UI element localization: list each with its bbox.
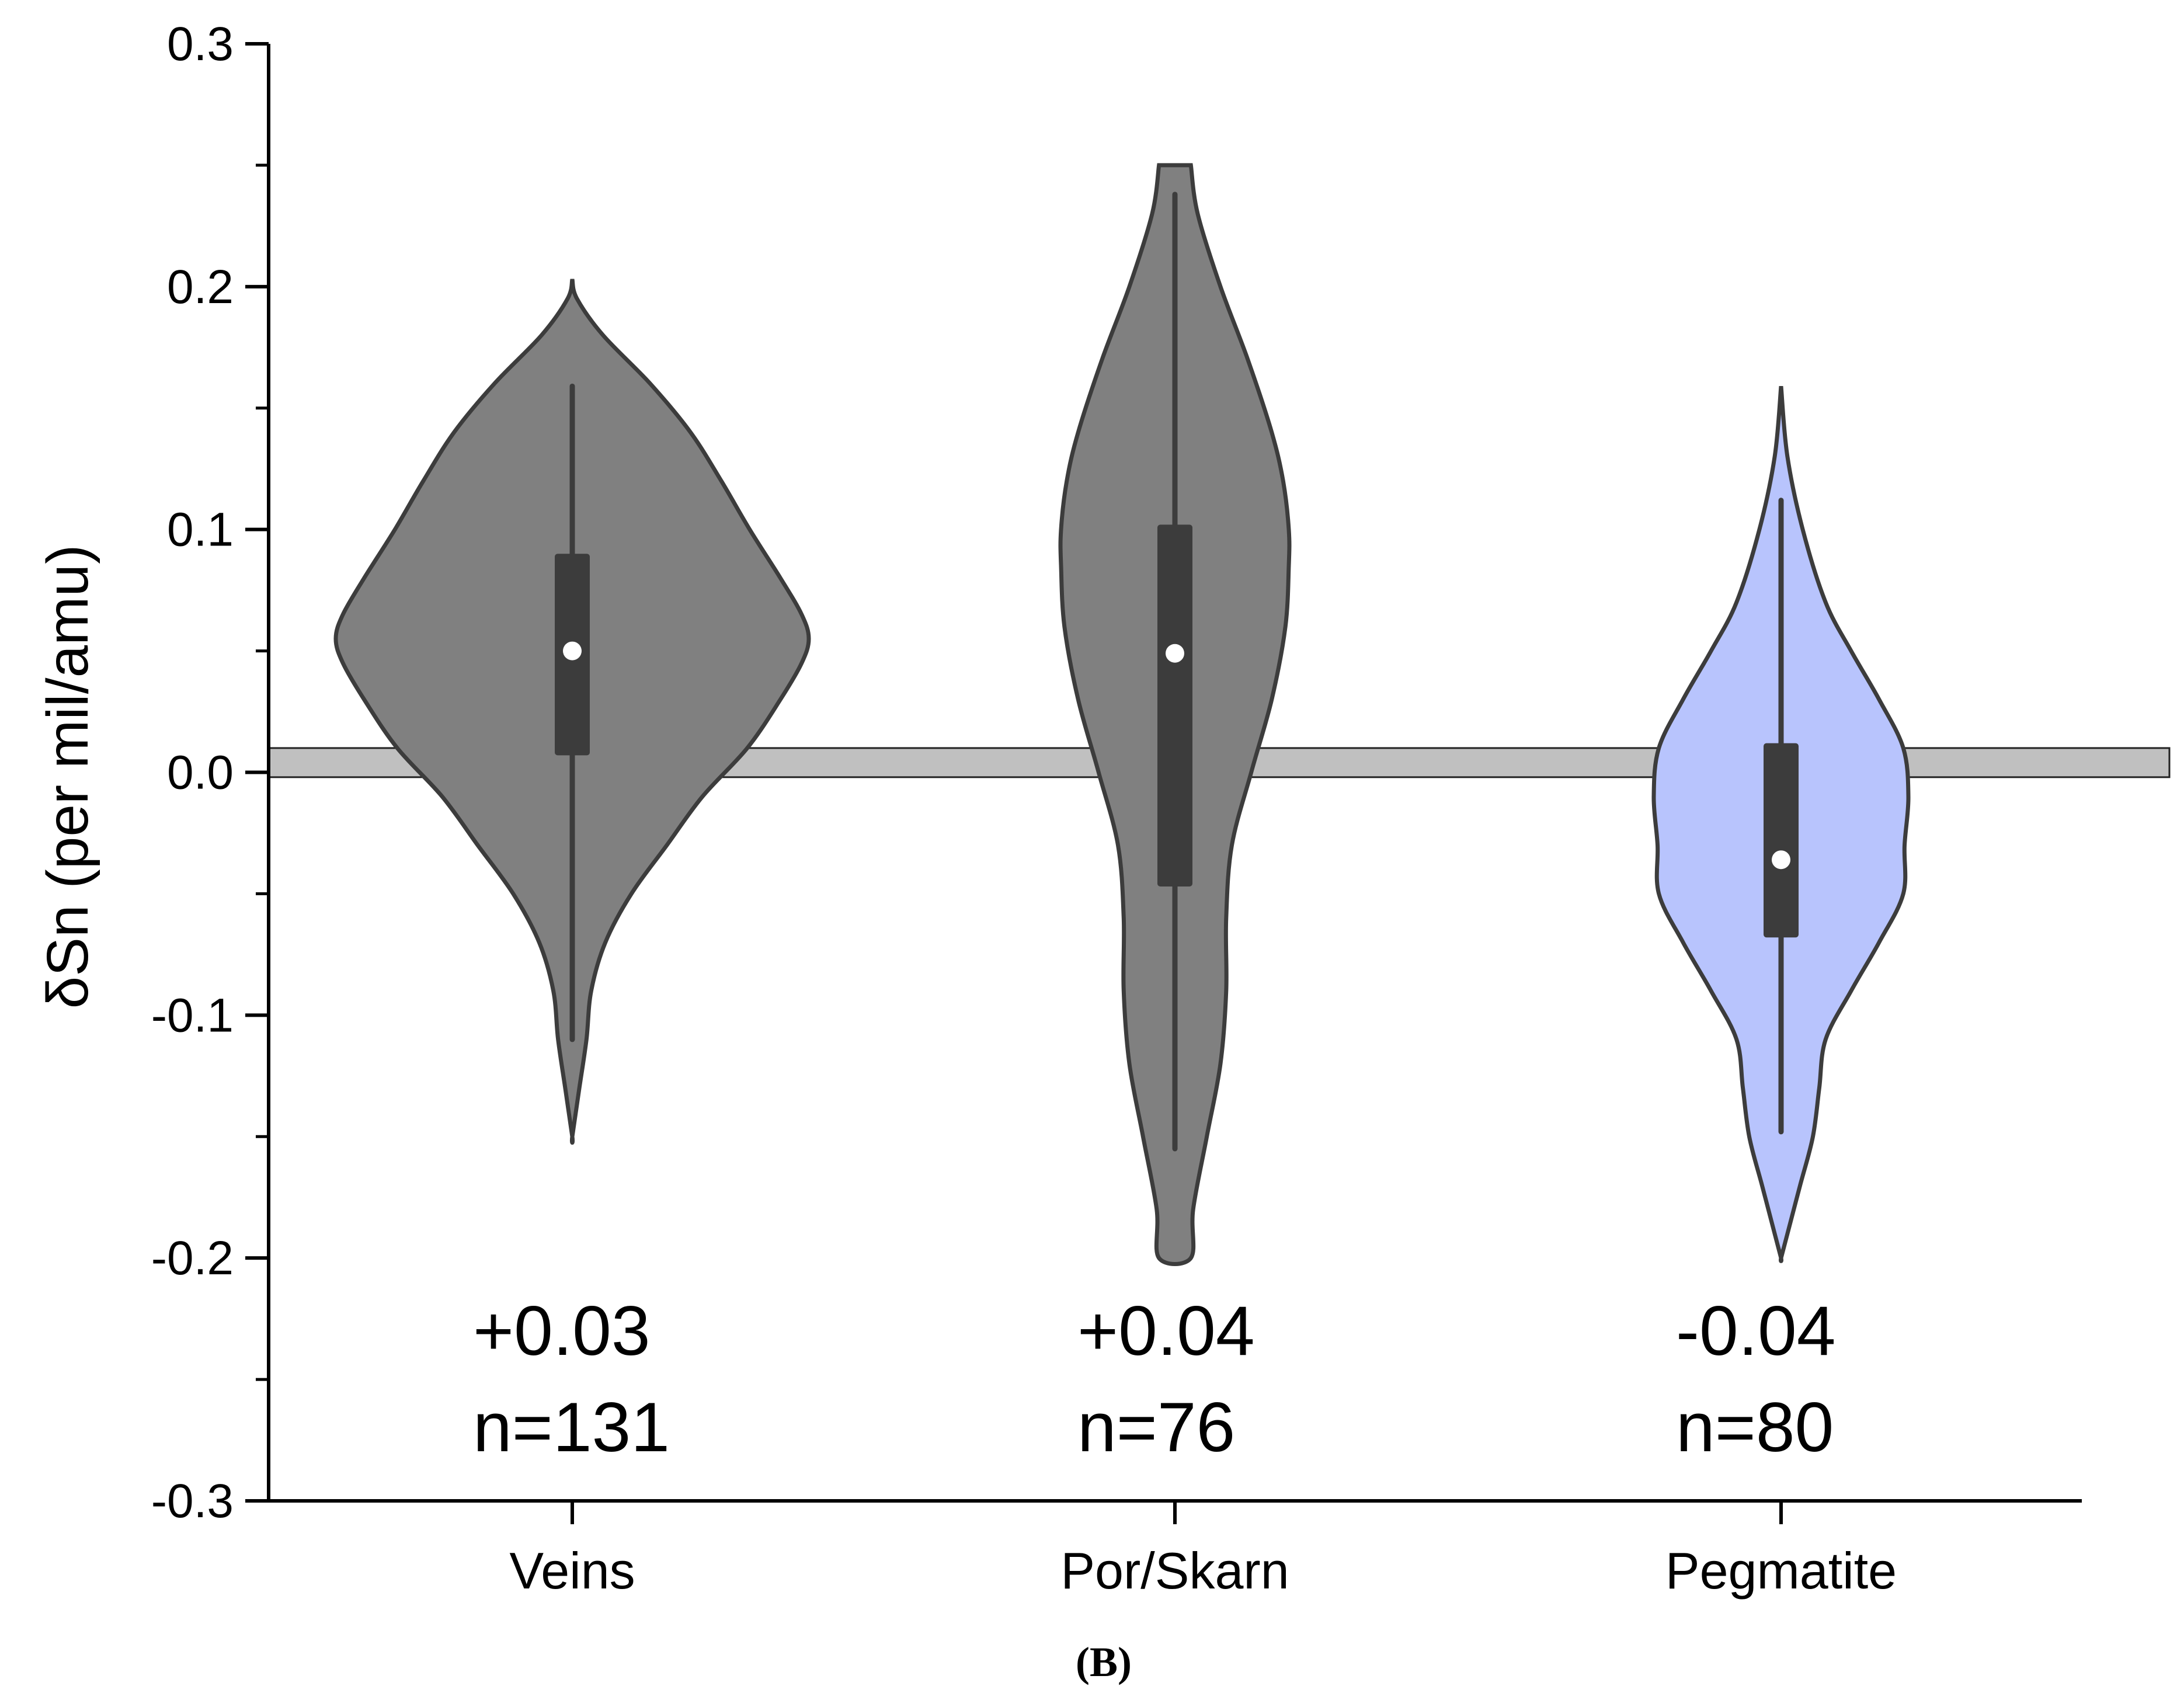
median-point <box>563 641 582 660</box>
mean-label: -0.04 <box>1676 1292 1836 1370</box>
y-tick-label: -0.3 <box>151 1475 234 1528</box>
y-tick-label: 0.3 <box>167 18 234 71</box>
y-tick-label: 0.2 <box>167 260 234 314</box>
y-tick-label: 0.1 <box>167 503 234 557</box>
n-label: n=131 <box>473 1388 670 1466</box>
x-tick-label: Pegmatite <box>1665 1542 1897 1600</box>
axes-layer: 0.3 0.2 0.1 0.0 -0.1 -0.2 -0.3 Veins Por/Skarn Pe… <box>151 18 2082 1600</box>
x-tick-label: Por/Skarn <box>1060 1542 1289 1600</box>
y-tick-label: -0.2 <box>151 1232 234 1285</box>
iqr-box <box>1157 524 1192 886</box>
median-point <box>1166 644 1184 663</box>
mean-label: +0.04 <box>1077 1292 1255 1370</box>
n-label: n=80 <box>1676 1388 1834 1466</box>
y-tick-label: -0.1 <box>151 989 234 1042</box>
panel-label: (B) <box>1076 1639 1132 1685</box>
iqr-box <box>1764 743 1799 938</box>
mean-label: +0.03 <box>473 1292 651 1370</box>
median-point <box>1772 850 1790 870</box>
violins-layer <box>333 163 1911 1266</box>
y-tick-label: 0.0 <box>167 746 234 799</box>
n-label: n=76 <box>1077 1388 1235 1466</box>
labels-layer: +0.03 n=131 +0.04 n=76 -0.04 n=80 <box>473 1292 1836 1466</box>
y-axis-title: δSn (per mil/amu) <box>35 545 100 1009</box>
x-tick-label: Veins <box>509 1542 635 1600</box>
